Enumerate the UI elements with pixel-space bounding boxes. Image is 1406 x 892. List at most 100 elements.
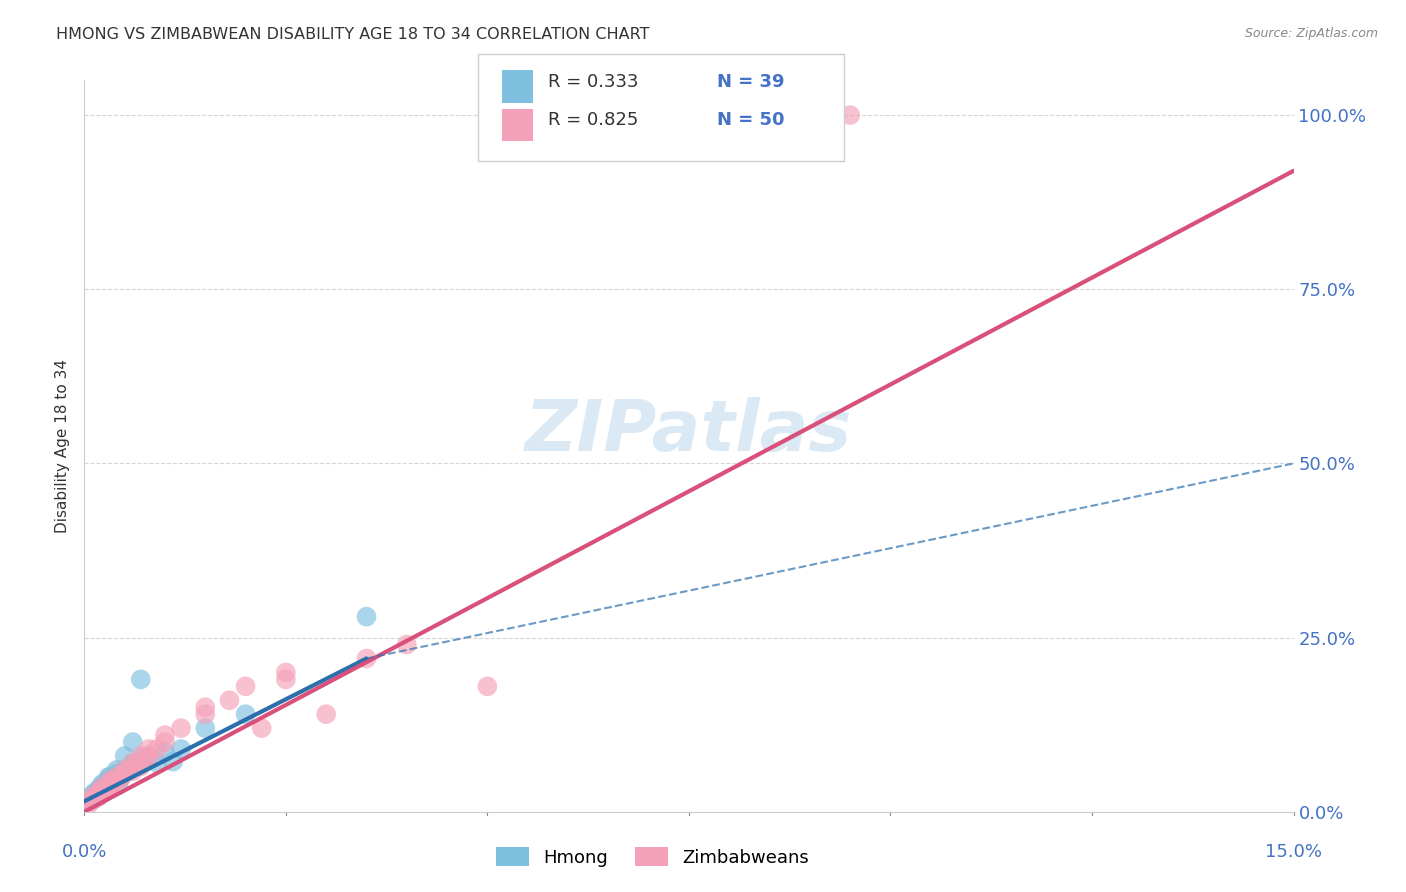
Point bbox=[250, 721, 273, 735]
Point bbox=[138, 742, 160, 756]
Text: N = 39: N = 39 bbox=[717, 73, 785, 91]
Point bbox=[235, 707, 257, 722]
Point bbox=[114, 763, 136, 777]
Point bbox=[162, 755, 184, 769]
Point bbox=[86, 787, 108, 801]
Point bbox=[114, 766, 136, 780]
Point bbox=[97, 770, 120, 784]
Point bbox=[87, 789, 110, 804]
Point bbox=[121, 764, 143, 779]
Text: ZIPatlas: ZIPatlas bbox=[526, 397, 852, 466]
Point bbox=[97, 777, 120, 791]
Point bbox=[129, 752, 152, 766]
Text: 15.0%: 15.0% bbox=[1265, 843, 1322, 861]
Point bbox=[274, 665, 297, 680]
Point bbox=[89, 784, 111, 798]
Point bbox=[101, 777, 124, 791]
Point bbox=[125, 759, 148, 773]
Point bbox=[83, 792, 105, 806]
Y-axis label: Disability Age 18 to 34: Disability Age 18 to 34 bbox=[55, 359, 70, 533]
Point bbox=[80, 790, 103, 805]
Point bbox=[86, 787, 108, 801]
Point bbox=[86, 787, 108, 801]
Point bbox=[82, 790, 104, 805]
Point bbox=[97, 773, 120, 788]
Point bbox=[121, 756, 143, 770]
Point bbox=[105, 763, 128, 777]
Point bbox=[82, 790, 104, 805]
Point bbox=[110, 772, 132, 786]
Point bbox=[105, 766, 128, 780]
Point bbox=[93, 777, 115, 791]
Point bbox=[93, 785, 115, 799]
Point bbox=[170, 721, 193, 735]
Legend: Hmong, Zimbabweans: Hmong, Zimbabweans bbox=[488, 838, 818, 876]
Point bbox=[170, 742, 193, 756]
Point bbox=[121, 756, 143, 770]
Point bbox=[121, 735, 143, 749]
Point bbox=[91, 777, 114, 791]
Point bbox=[356, 651, 378, 665]
Point bbox=[96, 782, 118, 797]
Point bbox=[194, 707, 217, 722]
Point bbox=[153, 728, 176, 742]
Point bbox=[83, 792, 105, 806]
Point bbox=[110, 772, 132, 786]
Point bbox=[91, 780, 114, 795]
Point bbox=[274, 673, 297, 687]
Point bbox=[125, 756, 148, 770]
Point bbox=[138, 749, 160, 764]
Point bbox=[89, 784, 111, 798]
Point bbox=[77, 797, 100, 812]
Point bbox=[153, 746, 176, 760]
Point bbox=[93, 785, 115, 799]
Point bbox=[134, 752, 156, 766]
Point bbox=[97, 780, 120, 795]
Point bbox=[218, 693, 240, 707]
Point bbox=[96, 782, 118, 797]
Point bbox=[80, 794, 103, 808]
Point bbox=[89, 780, 111, 795]
Point bbox=[105, 770, 128, 784]
Point bbox=[110, 770, 132, 784]
Point bbox=[82, 790, 104, 805]
Text: HMONG VS ZIMBABWEAN DISABILITY AGE 18 TO 34 CORRELATION CHART: HMONG VS ZIMBABWEAN DISABILITY AGE 18 TO… bbox=[56, 27, 650, 42]
Point bbox=[87, 789, 110, 804]
Point bbox=[101, 773, 124, 788]
Point bbox=[477, 679, 499, 693]
Point bbox=[129, 673, 152, 687]
Point bbox=[107, 778, 129, 792]
Point bbox=[146, 742, 169, 756]
Point bbox=[839, 108, 862, 122]
Text: Source: ZipAtlas.com: Source: ZipAtlas.com bbox=[1244, 27, 1378, 40]
Point bbox=[82, 787, 104, 801]
Point bbox=[194, 700, 217, 714]
Point bbox=[86, 784, 108, 798]
Text: R = 0.825: R = 0.825 bbox=[548, 112, 638, 129]
Point bbox=[129, 749, 152, 764]
Point bbox=[146, 756, 169, 770]
Point bbox=[93, 785, 115, 799]
Point bbox=[101, 775, 124, 789]
Point bbox=[194, 721, 217, 735]
Point bbox=[153, 735, 176, 749]
Point bbox=[101, 778, 124, 792]
Point bbox=[77, 794, 100, 808]
Point bbox=[114, 749, 136, 764]
Point bbox=[105, 773, 128, 788]
Point bbox=[118, 763, 141, 777]
Point bbox=[89, 784, 111, 798]
Point bbox=[315, 707, 337, 722]
Point bbox=[114, 763, 136, 777]
Text: 0.0%: 0.0% bbox=[62, 843, 107, 861]
Point bbox=[395, 638, 418, 652]
Point bbox=[356, 609, 378, 624]
Point bbox=[98, 773, 121, 788]
Point bbox=[235, 679, 257, 693]
Text: R = 0.333: R = 0.333 bbox=[548, 73, 638, 91]
Point bbox=[138, 749, 160, 764]
Point bbox=[98, 770, 121, 784]
Text: N = 50: N = 50 bbox=[717, 112, 785, 129]
Point bbox=[129, 759, 152, 773]
Point bbox=[118, 764, 141, 779]
